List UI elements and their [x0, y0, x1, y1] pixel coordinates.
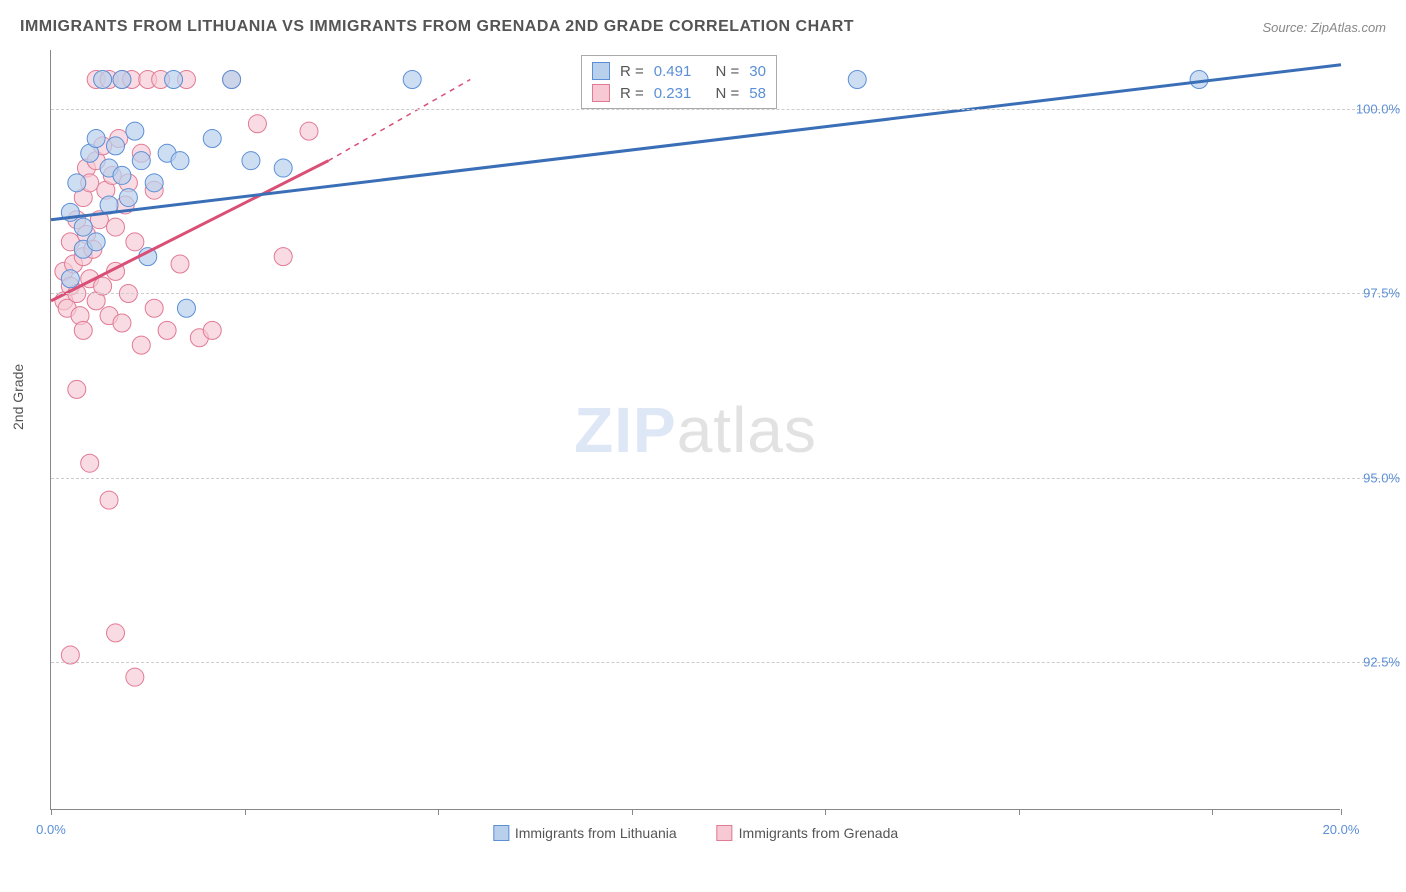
scatter-point [203, 130, 221, 148]
stats-r-value-a: 0.491 [654, 63, 692, 80]
legend-label-lithuania: Immigrants from Lithuania [515, 825, 677, 841]
x-tick [438, 809, 439, 815]
scatter-point [94, 71, 112, 89]
scatter-point [132, 336, 150, 354]
scatter-point [61, 270, 79, 288]
scatter-point [126, 122, 144, 140]
stats-n-value-b: 58 [749, 85, 766, 102]
scatter-point [107, 218, 125, 236]
x-tick [632, 809, 633, 815]
scatter-point [87, 233, 105, 251]
stats-n-label: N = [715, 85, 739, 102]
x-tick [245, 809, 246, 815]
stats-row-grenada: R = 0.231 N = 58 [592, 82, 766, 104]
legend-swatch-lithuania-icon [493, 825, 509, 841]
scatter-point [87, 130, 105, 148]
scatter-point [274, 248, 292, 266]
y-tick-label: 97.5% [1345, 286, 1400, 301]
scatter-point [177, 299, 195, 317]
swatch-grenada-icon [592, 84, 610, 102]
scatter-point [68, 380, 86, 398]
scatter-point [132, 152, 150, 170]
scatter-point [1190, 71, 1208, 89]
y-tick-label: 95.0% [1345, 470, 1400, 485]
gridline [51, 293, 1400, 294]
scatter-point [300, 122, 318, 140]
scatter-point [126, 233, 144, 251]
legend-item-lithuania: Immigrants from Lithuania [493, 825, 677, 841]
x-tick-label: 20.0% [1323, 822, 1360, 837]
scatter-point [68, 174, 86, 192]
x-tick [1019, 809, 1020, 815]
scatter-point [74, 321, 92, 339]
scatter-point [274, 159, 292, 177]
scatter-point [113, 71, 131, 89]
chart-svg [51, 50, 1340, 809]
scatter-point [158, 321, 176, 339]
x-tick [51, 809, 52, 815]
scatter-point [203, 321, 221, 339]
gridline [51, 478, 1400, 479]
scatter-point [171, 255, 189, 273]
plot-area: ZIPatlas 92.5%95.0%97.5%100.0% 0.0%20.0%… [50, 50, 1340, 810]
gridline [51, 109, 1400, 110]
scatter-point [145, 174, 163, 192]
scatter-point [94, 277, 112, 295]
scatter-point [126, 668, 144, 686]
scatter-point [145, 299, 163, 317]
scatter-point [242, 152, 260, 170]
scatter-point [223, 71, 241, 89]
stats-r-value-b: 0.231 [654, 85, 692, 102]
stats-r-label: R = [620, 63, 644, 80]
scatter-point [113, 314, 131, 332]
chart-title: IMMIGRANTS FROM LITHUANIA VS IMMIGRANTS … [20, 18, 854, 36]
scatter-point [848, 71, 866, 89]
legend-label-grenada: Immigrants from Grenada [739, 825, 899, 841]
scatter-point [107, 624, 125, 642]
swatch-lithuania-icon [592, 62, 610, 80]
y-tick-label: 100.0% [1345, 102, 1400, 117]
stats-n-label: N = [715, 63, 739, 80]
scatter-point [403, 71, 421, 89]
chart-source: Source: ZipAtlas.com [1262, 20, 1386, 35]
scatter-point [100, 491, 118, 509]
x-tick [1341, 809, 1342, 815]
stats-n-value-a: 30 [749, 63, 766, 80]
scatter-point [171, 152, 189, 170]
scatter-point [119, 189, 137, 207]
scatter-point [248, 115, 266, 133]
y-axis-label: 2nd Grade [10, 364, 26, 430]
scatter-point [61, 646, 79, 664]
legend: Immigrants from Lithuania Immigrants fro… [493, 825, 898, 841]
stats-row-lithuania: R = 0.491 N = 30 [592, 60, 766, 82]
trend-line [328, 80, 470, 161]
scatter-point [113, 166, 131, 184]
x-tick [825, 809, 826, 815]
scatter-point [81, 454, 99, 472]
scatter-point [165, 71, 183, 89]
x-tick [1212, 809, 1213, 815]
gridline [51, 662, 1400, 663]
stats-r-label: R = [620, 85, 644, 102]
scatter-point [107, 137, 125, 155]
legend-swatch-grenada-icon [717, 825, 733, 841]
x-tick-label: 0.0% [36, 822, 66, 837]
y-tick-label: 92.5% [1345, 655, 1400, 670]
scatter-point [74, 218, 92, 236]
legend-item-grenada: Immigrants from Grenada [717, 825, 899, 841]
correlation-stats-box: R = 0.491 N = 30 R = 0.231 N = 58 [581, 55, 777, 109]
